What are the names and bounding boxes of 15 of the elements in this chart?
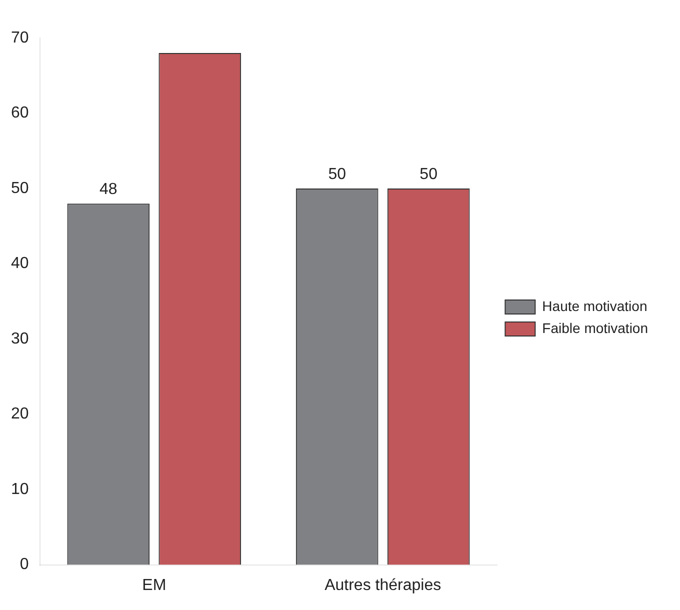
y-tick-label: 40 [11,255,29,272]
data-label: 50 [420,166,438,183]
y-tick-label: 0 [20,556,29,574]
data-label: 50 [328,166,346,183]
x-tick-label: EM [142,576,166,594]
y-tick-label: 70 [11,29,29,46]
y-tick-label: 60 [11,104,29,122]
data-label: 48 [100,180,118,198]
legend-label: Haute motivation [542,298,648,314]
y-tick-label: 50 [11,180,29,197]
y-tick-label: 10 [11,480,29,498]
x-tick-label: Autres thérapies [324,576,442,594]
y-tick-label: 20 [11,406,29,423]
legend-label: Faible motivation [542,320,648,336]
y-tick-label: 30 [11,330,29,348]
